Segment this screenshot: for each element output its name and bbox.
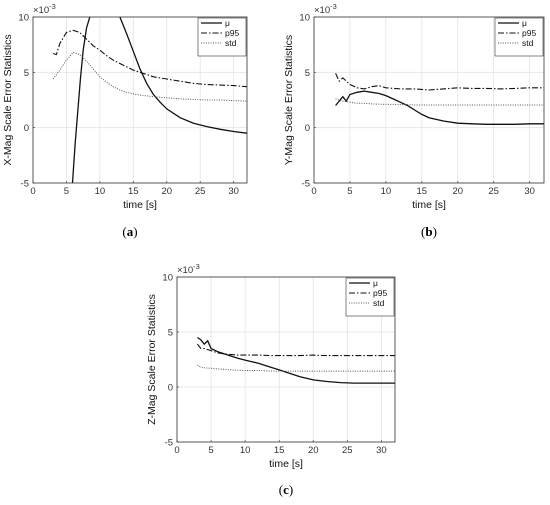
legend-label: μ	[522, 18, 527, 28]
legend-box	[197, 17, 247, 57]
y-tick-label: 0	[305, 123, 310, 134]
y-exponent-label: ×10-3	[177, 262, 200, 276]
y-tick-label: -5	[21, 179, 29, 190]
x-axis-label: time [s]	[412, 199, 446, 211]
caption-letter: c	[283, 482, 289, 497]
y-tick-label: 0	[168, 383, 173, 394]
series-group	[196, 336, 395, 384]
y-tick-label: 10	[299, 13, 310, 24]
x-tick-label: 15	[128, 186, 139, 197]
x-tick-label: 5	[64, 186, 69, 197]
x-tick-label: 20	[452, 186, 463, 197]
y-tick-label: 5	[168, 328, 173, 339]
x-tick-label: 0	[174, 445, 179, 456]
legend-label: p95	[225, 28, 239, 38]
y-tick-label: 10	[162, 273, 173, 284]
caption-letter: b	[425, 224, 432, 239]
x-tick-label: 10	[240, 445, 251, 456]
legend-label: std	[225, 38, 237, 48]
legend-label: p95	[373, 288, 387, 298]
series-line-std	[52, 51, 247, 102]
x-tick-label: 15	[274, 445, 285, 456]
series-line-mu	[335, 90, 544, 125]
caption-letter: a	[127, 224, 134, 239]
y-exponent-power: -3	[49, 2, 56, 11]
x-axis-label: time [s]	[123, 199, 157, 211]
legend-label: std	[522, 38, 534, 48]
series-group	[335, 73, 544, 125]
x-tick-label: 25	[488, 186, 499, 197]
y-tick-label: -5	[302, 179, 310, 190]
x-tick-label: 5	[347, 186, 352, 197]
panel-caption: (b)	[421, 224, 437, 239]
legend-label: μ	[225, 18, 230, 28]
y-exponent-power: -3	[193, 262, 200, 271]
caption-open-paren: (	[279, 482, 283, 497]
x-tick-label: 20	[161, 186, 172, 197]
caption-open-paren: (	[122, 224, 126, 239]
y-tick-label: 5	[305, 68, 310, 79]
axes-box	[176, 276, 396, 443]
panel-caption: (a)	[122, 224, 137, 239]
x-tick-label: 25	[195, 186, 206, 197]
x-tick-label: 20	[308, 445, 319, 456]
series-group	[52, 17, 247, 183]
y-tick-label: 5	[24, 68, 29, 79]
caption-close-paren: )	[433, 224, 437, 239]
legend-box	[494, 17, 544, 57]
series-line-std	[197, 364, 395, 372]
series-line-mu	[197, 336, 395, 384]
x-tick-label: 0	[30, 186, 35, 197]
y-axis-label: X-Mag Scale Error Statistics	[2, 34, 14, 165]
x-tick-label: 15	[417, 186, 428, 197]
x-tick-label: 5	[208, 445, 213, 456]
x-tick-label: 10	[381, 186, 392, 197]
y-tick-label: 0	[24, 123, 29, 134]
x-tick-label: 30	[376, 445, 387, 456]
y-exponent-label: ×10-3	[33, 2, 56, 16]
x-tick-label: 0	[311, 186, 316, 197]
x-tick-label: 10	[95, 186, 106, 197]
y-axis-label: Z-Mag Scale Error Statistics	[146, 294, 158, 425]
axes-box	[32, 16, 248, 184]
x-tick-label: 30	[228, 186, 239, 197]
series-line-mu	[119, 17, 247, 134]
x-tick-label: 25	[342, 445, 353, 456]
series-line-p95	[52, 29, 247, 88]
x-axis-label: time [s]	[269, 458, 303, 470]
series-line-p95	[335, 73, 544, 91]
y-tick-label: -5	[165, 438, 173, 449]
y-tick-label: 10	[18, 13, 29, 24]
legend-label: μ	[373, 278, 378, 288]
y-exponent-power: -3	[330, 2, 337, 11]
series-line-mu	[71, 17, 91, 183]
caption-close-paren: )	[289, 482, 293, 497]
series-line-p95	[196, 343, 395, 357]
caption-close-paren: )	[133, 224, 137, 239]
panel-caption: (c)	[279, 482, 293, 497]
y-axis-label: Y-Mag Scale Error Statistics	[283, 35, 295, 165]
y-exponent-label: ×10-3	[314, 2, 337, 16]
legend-box	[345, 277, 395, 317]
caption-open-paren: (	[421, 224, 425, 239]
legend-label: p95	[522, 28, 536, 38]
series-line-std	[335, 98, 544, 106]
x-tick-label: 30	[524, 186, 535, 197]
legend-label: std	[373, 298, 385, 308]
axes-box	[313, 16, 545, 184]
